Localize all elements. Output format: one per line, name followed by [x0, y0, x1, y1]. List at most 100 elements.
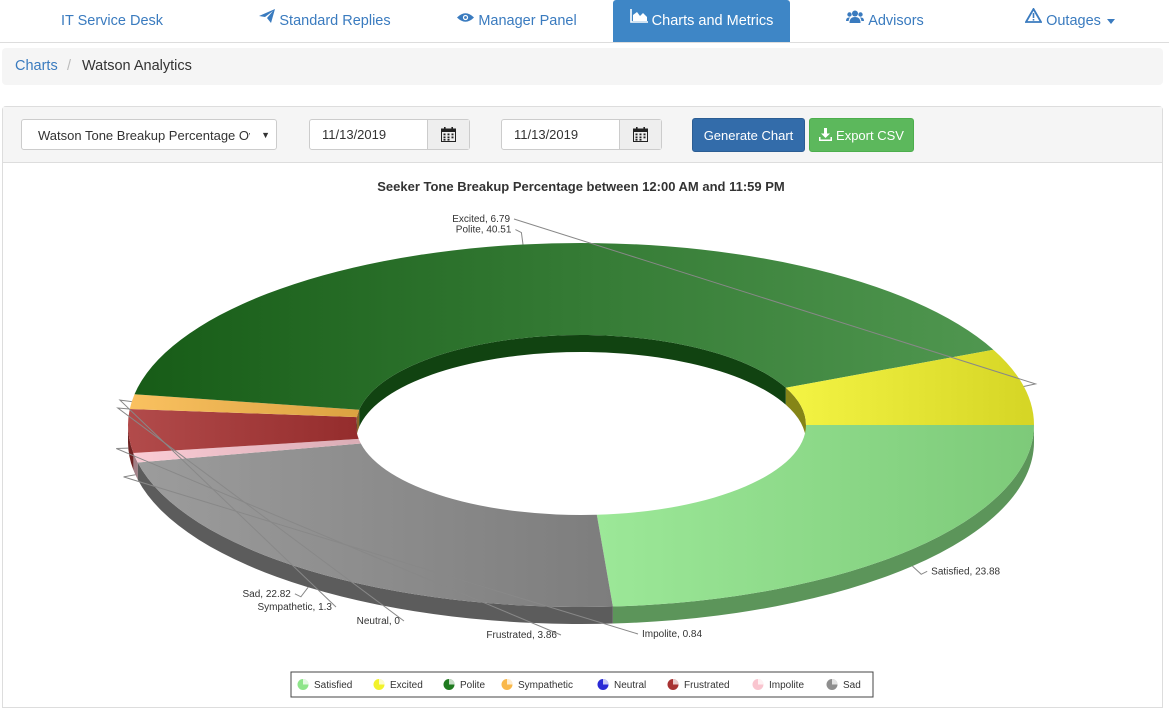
slice-excited[interactable]	[785, 349, 1034, 425]
slice-impolite[interactable]	[133, 438, 361, 463]
end-date-picker	[501, 119, 662, 150]
slice-outer-wall	[133, 453, 138, 480]
tab-label: IT Service Desk	[60, 13, 164, 29]
legend-label: Sad	[843, 680, 861, 691]
tab-label: Manager Panel	[478, 13, 577, 29]
data-label-connector	[116, 407, 405, 622]
slice-outer-wall	[128, 425, 134, 471]
breadcrumb-separator: /	[67, 58, 72, 74]
end-date-input[interactable]	[502, 120, 620, 149]
chart-type-select[interactable]: Watson Tone Breakup Percentage Ov ▼	[21, 119, 277, 150]
export-csv-button[interactable]: Export CSV	[809, 118, 914, 152]
tab-manager-panel[interactable]: Manager Panel	[446, 0, 588, 42]
chart-type-select-value: Watson Tone Breakup Percentage Ov	[38, 128, 250, 143]
pie-legend-wedge	[758, 679, 764, 685]
data-label-polite: Polite, 40.51	[456, 225, 512, 236]
data-label-connector	[294, 586, 309, 598]
paper-plane-icon	[259, 0, 276, 40]
chevron-down-icon: ▼	[261, 130, 270, 140]
calendar-icon	[441, 127, 456, 142]
slice-outer-wall	[612, 425, 1034, 624]
start-date-input[interactable]	[310, 120, 428, 149]
legend-item-satisfied[interactable]: Satisfied	[297, 679, 353, 691]
breadcrumb: Charts / Watson Analytics	[2, 48, 1163, 85]
slice-inner-wall	[356, 409, 360, 435]
calendar-icon	[633, 127, 648, 142]
chart-title: Seeker Tone Breakup Percentage between 1…	[377, 179, 785, 194]
tab-label: Standard Replies	[279, 13, 391, 29]
chart-slices-layer	[127, 242, 1034, 608]
chart-toolbar: Watson Tone Breakup Percentage Ov ▼	[3, 107, 1162, 163]
data-label-connector	[116, 447, 562, 636]
tab-label: Advisors	[868, 13, 924, 29]
tab-label: Outages	[1046, 13, 1101, 29]
download-icon	[819, 128, 833, 142]
legend-label: Frustrated	[684, 680, 730, 691]
legend-label: Polite	[460, 680, 485, 691]
data-label-sad: Sad, 22.82	[242, 589, 291, 600]
legend-frame	[290, 671, 874, 698]
slice-inner-wall	[785, 387, 806, 442]
pie-legend-wedge	[673, 679, 679, 685]
top-nav: IT Service Desk Standard Replies Manager…	[0, 0, 1169, 43]
data-label-connector	[912, 565, 928, 575]
chevron-down-icon	[1106, 18, 1115, 24]
data-label-sympathetic: Sympathetic, 1.3	[258, 602, 333, 613]
generate-chart-label: Generate Chart	[703, 128, 794, 143]
legend-label: Impolite	[769, 680, 804, 691]
start-date-calendar-button[interactable]	[427, 120, 469, 149]
pie-legend-wedge	[507, 679, 513, 685]
eye-icon	[457, 0, 475, 40]
users-icon	[846, 0, 865, 40]
tab-label: Charts and Metrics	[651, 13, 774, 29]
data-label-impolite: Impolite, 0.84	[642, 629, 702, 640]
chart-labels-layer: Satisfied, 23.88 Sad, 22.82 Impolite, 0.84…	[116, 214, 1038, 641]
area-chart-icon	[629, 0, 648, 40]
legend-item-impolite[interactable]: Impolite	[752, 679, 805, 691]
breadcrumb-current: Watson Analytics	[82, 58, 192, 74]
breadcrumb-charts-link[interactable]: Charts	[15, 58, 58, 74]
data-label-connector	[513, 218, 1038, 387]
tab-outages[interactable]: Outages	[1010, 0, 1130, 42]
slice-polite[interactable]	[134, 242, 994, 410]
pie-legend-wedge	[379, 679, 385, 685]
legend-label: Sympathetic	[518, 680, 573, 691]
export-csv-label: Export CSV	[836, 128, 904, 143]
data-label-satisfied: Satisfied, 23.88	[931, 566, 1000, 577]
legend-label: Excited	[390, 680, 423, 691]
legend-label: Neutral	[614, 680, 646, 691]
legend-item-sad[interactable]: Sad	[826, 679, 861, 691]
data-label-connector	[123, 474, 639, 635]
legend-item-excited[interactable]: Excited	[373, 679, 423, 691]
legend-item-polite[interactable]: Polite	[443, 679, 486, 691]
pie-legend-wedge	[603, 679, 609, 685]
data-label-connector	[118, 399, 337, 608]
pie-legend-wedge	[449, 679, 455, 685]
slice-sad[interactable]	[137, 443, 613, 608]
tab-standard-replies[interactable]: Standard Replies	[243, 0, 407, 42]
tab-it-service-desk[interactable]: IT Service Desk	[40, 0, 184, 42]
legend-label: Satisfied	[314, 680, 352, 691]
slice-satisfied[interactable]	[596, 425, 1034, 607]
chart-legend: Satisfied Excited Polite Sympathetic Neutral…	[290, 671, 874, 698]
tab-charts-and-metrics[interactable]: Charts and Metrics	[613, 0, 790, 42]
pie-legend-wedge	[832, 679, 838, 685]
data-label-connector	[515, 229, 524, 245]
slice-outer-wall	[137, 462, 613, 625]
data-label-excited: Excited, 6.79	[452, 214, 510, 225]
data-label-frustrated: Frustrated, 3.86	[486, 630, 557, 641]
legend-item-neutral[interactable]: Neutral	[597, 679, 647, 691]
tab-advisors[interactable]: Advisors	[829, 0, 941, 42]
legend-item-sympathetic[interactable]: Sympathetic	[501, 679, 574, 691]
generate-chart-button[interactable]: Generate Chart	[692, 118, 805, 152]
legend-item-frustrated[interactable]: Frustrated	[667, 679, 730, 691]
pie-legend-wedge	[303, 679, 309, 685]
slice-frustrated[interactable]	[127, 409, 359, 454]
data-label-neutral: Neutral, 0	[357, 616, 401, 627]
slice-inner-wall	[359, 335, 786, 427]
slice-sympathetic[interactable]	[129, 394, 360, 418]
start-date-picker	[309, 119, 470, 150]
warning-icon	[1024, 0, 1043, 40]
end-date-calendar-button[interactable]	[619, 120, 661, 149]
